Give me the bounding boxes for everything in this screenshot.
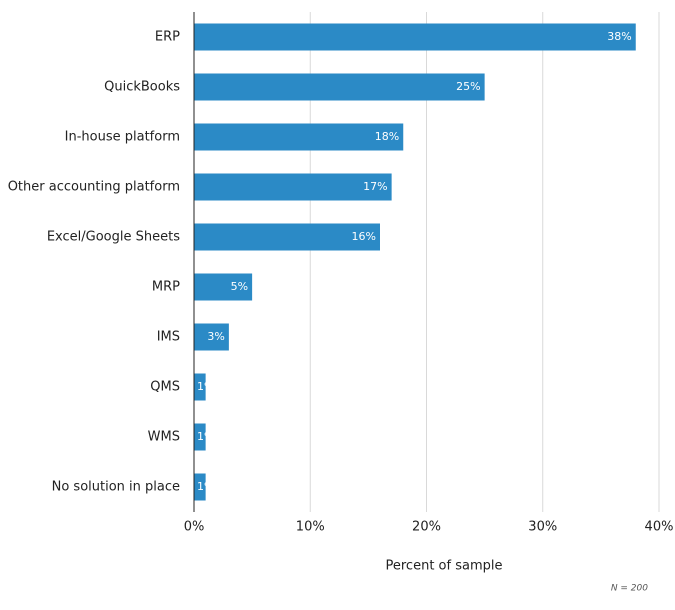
value-label: 1%: [197, 430, 214, 443]
bar: [194, 173, 392, 201]
bar: [194, 23, 636, 51]
bar: [194, 473, 206, 501]
y-tick-label: ERP: [155, 30, 180, 45]
value-label: 5%: [231, 280, 248, 293]
y-tick-label: MRP: [152, 280, 180, 295]
x-tick-label: 30%: [528, 520, 557, 535]
x-tick-label: 10%: [296, 520, 325, 535]
y-tick-label: QuickBooks: [104, 80, 180, 95]
bar: [194, 273, 253, 301]
bar: [194, 223, 380, 251]
y-tick-label: WMS: [148, 430, 180, 445]
y-tick-label: QMS: [150, 380, 180, 395]
value-label: 25%: [456, 80, 480, 93]
value-label: 18%: [375, 130, 399, 143]
value-label: 1%: [197, 380, 214, 393]
note: N = 200: [611, 584, 648, 594]
x-tick-label: 20%: [412, 520, 441, 535]
bar: [194, 373, 206, 401]
y-tick-label: Other accounting platform: [8, 180, 180, 195]
bar: [194, 73, 485, 101]
y-tick-label: In-house platform: [65, 130, 180, 145]
y-tick-label: IMS: [157, 330, 180, 345]
bar: [194, 423, 206, 451]
value-label: 38%: [607, 30, 631, 43]
bar: [194, 123, 404, 151]
value-label: 3%: [207, 330, 224, 343]
bar: [194, 323, 229, 351]
y-tick-label: Excel/Google Sheets: [47, 230, 180, 245]
value-label: 1%: [197, 480, 214, 493]
x-tick-label: 40%: [645, 520, 674, 535]
value-label: 17%: [363, 180, 387, 193]
value-label: 16%: [352, 230, 376, 243]
y-tick-label: No solution in place: [52, 480, 180, 495]
x-axis-title: Percent of sample: [386, 559, 503, 574]
x-tick-label: 0%: [184, 520, 205, 535]
